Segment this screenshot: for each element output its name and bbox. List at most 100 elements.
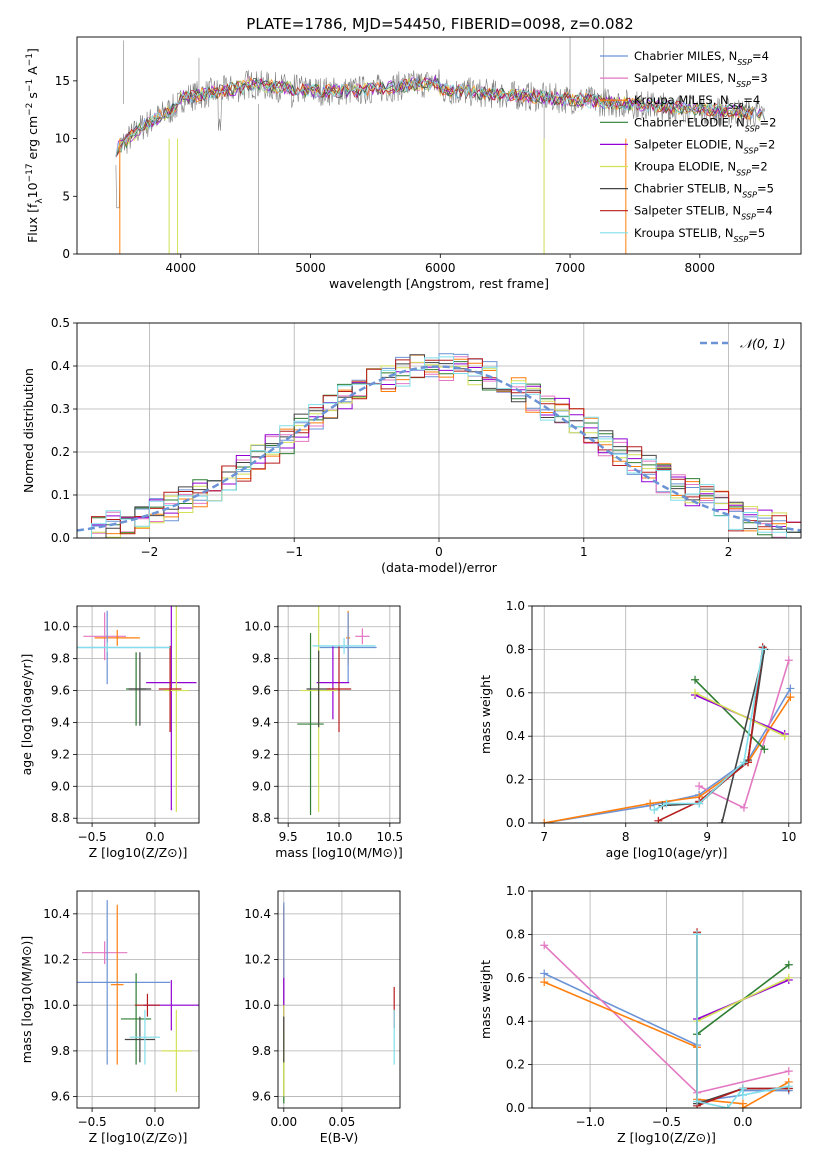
x-tick-label: −1 bbox=[285, 545, 303, 559]
x-tick-label: 0.0 bbox=[145, 830, 164, 844]
histogram-2 bbox=[77, 354, 801, 538]
errorbar-point-0 bbox=[82, 941, 128, 965]
x-tick-label: 10.5 bbox=[376, 830, 403, 844]
x-tick-label: 4000 bbox=[166, 261, 197, 275]
y-tick-label: 10.4 bbox=[43, 907, 70, 921]
y-tick-label: 0.0 bbox=[506, 816, 525, 830]
y-tick-label: 0.3 bbox=[51, 402, 70, 416]
y-tick-label: 10.0 bbox=[244, 998, 271, 1012]
weight-marker bbox=[780, 732, 789, 741]
weight-marker bbox=[540, 941, 549, 950]
y-tick-label: 10.0 bbox=[43, 620, 70, 634]
weight-line bbox=[694, 679, 765, 750]
x-tick-label: 9.5 bbox=[279, 830, 298, 844]
y-tick-label: 0.5 bbox=[51, 316, 70, 330]
y-tick-label: 9.6 bbox=[252, 1090, 271, 1104]
plot-area bbox=[283, 902, 395, 1104]
y-tick-label: 0.2 bbox=[506, 773, 525, 787]
weight-series-3 bbox=[691, 675, 769, 754]
errorbar-point-4 bbox=[316, 645, 350, 720]
weight-series-1 bbox=[695, 656, 793, 812]
errorbar-point-1 bbox=[94, 629, 140, 646]
histogram-5 bbox=[77, 361, 801, 538]
errorbar-point-8 bbox=[77, 642, 171, 653]
y-tick-label: 0 bbox=[62, 247, 70, 261]
weight-line bbox=[696, 934, 789, 1108]
errorbar-point-1 bbox=[110, 904, 124, 1065]
y-tick-label: 0.8 bbox=[506, 642, 525, 656]
x-tick-label: 10.0 bbox=[326, 830, 353, 844]
model-spectrum-8 bbox=[115, 76, 766, 158]
x-tick-label: 5000 bbox=[295, 261, 326, 275]
errorbar-point-4 bbox=[146, 606, 197, 811]
grid bbox=[532, 890, 801, 1109]
y-tick-label: 9.6 bbox=[252, 684, 271, 698]
axes-frame bbox=[76, 890, 200, 1109]
panel-weight_vs_age: 7 8 9 10 0.0 0.2 0.4 0.6 0.8 1.0 age [log10(age/yr… bbox=[478, 599, 802, 860]
weight-series-8 bbox=[650, 645, 767, 814]
y-tick-label: 0.8 bbox=[506, 927, 525, 941]
panel-spectrum: 4000 5000 6000 7000 8000 0 5 10 15 wavelength [An… bbox=[25, 36, 802, 291]
y-tick-label: 5 bbox=[62, 189, 70, 203]
x-tick-label: 8 bbox=[622, 830, 630, 844]
grid bbox=[278, 891, 400, 1108]
axes-frame bbox=[76, 36, 802, 255]
weight-marker bbox=[758, 645, 767, 654]
legend-entry-0: Chabrier MILES, NSSP=4 bbox=[634, 49, 769, 67]
legend-entry-3: Chabrier ELODIE, NSSP=2 bbox=[634, 115, 776, 133]
errorbar-point-2 bbox=[77, 900, 171, 1065]
errorbar-point-7 bbox=[326, 645, 352, 733]
y-tick-label: 9.4 bbox=[51, 715, 70, 729]
grid bbox=[532, 605, 801, 824]
y-tick-label: 1.0 bbox=[506, 884, 525, 898]
weight-marker bbox=[784, 1082, 793, 1091]
errorbar-point-8 bbox=[129, 1009, 161, 1065]
errorbar-point-8 bbox=[312, 637, 376, 654]
weight-series-5 bbox=[691, 688, 789, 741]
weight-marker bbox=[739, 803, 748, 812]
x-axis-label: wavelength [Angstrom, rest frame] bbox=[329, 276, 549, 291]
weight-marker bbox=[784, 656, 793, 665]
plot-area bbox=[77, 606, 197, 812]
plot-area bbox=[77, 900, 199, 1093]
x-tick-label: 6000 bbox=[425, 261, 456, 275]
y-tick-label: 0.4 bbox=[51, 359, 70, 373]
weight-marker bbox=[738, 1104, 747, 1108]
axes-frame bbox=[531, 890, 802, 1109]
weight-marker bbox=[784, 1067, 793, 1076]
weight-marker bbox=[760, 745, 769, 754]
weight-line bbox=[694, 692, 786, 737]
axes-frame bbox=[531, 605, 802, 824]
y-tick-label: 0.0 bbox=[51, 531, 70, 545]
y-tick-label: 0.0 bbox=[506, 1101, 525, 1115]
weight-marker bbox=[691, 675, 700, 684]
y-tick-label: 9.8 bbox=[51, 1044, 70, 1058]
errorbar-point-7 bbox=[158, 645, 182, 733]
histogram-4 bbox=[77, 363, 801, 538]
grid bbox=[77, 606, 199, 823]
y-tick-label: 9.6 bbox=[51, 684, 70, 698]
x-axis-label: age [log10(age/yr)] bbox=[606, 845, 728, 860]
weight-marker bbox=[654, 816, 663, 823]
y-tick-label: 9.0 bbox=[51, 779, 70, 793]
weight-marker bbox=[691, 688, 700, 697]
weight-marker bbox=[540, 969, 549, 978]
errorbar-point-5 bbox=[161, 1009, 192, 1093]
y-tick-label: 10.2 bbox=[43, 953, 70, 967]
y-tick-label: 9.8 bbox=[252, 652, 271, 666]
panel-mass_vs_Z: −0.5 0.0 9.6 9.8 10.0 10.2 10.4 Z [log10(Z/Z⊙)]… bbox=[19, 890, 200, 1145]
weight-marker bbox=[784, 973, 793, 982]
x-tick-label: −2 bbox=[141, 545, 159, 559]
axes-frame bbox=[277, 890, 401, 1109]
errorbar-point-6 bbox=[128, 652, 152, 726]
y-tick-label: 0.2 bbox=[506, 1058, 525, 1072]
x-tick-label: 0.0 bbox=[733, 1115, 752, 1129]
y-tick-label: 0.6 bbox=[506, 971, 525, 985]
panel-mass_vs_EBV: 0.00 0.05 9.6 9.8 10.0 10.2 10.4 E(B-V) bbox=[244, 890, 401, 1145]
errorbar-point-5 bbox=[163, 606, 189, 812]
y-axis-label: Normed distribution bbox=[21, 368, 36, 493]
histogram-7 bbox=[77, 358, 801, 538]
y-tick-label: 10.0 bbox=[244, 620, 271, 634]
